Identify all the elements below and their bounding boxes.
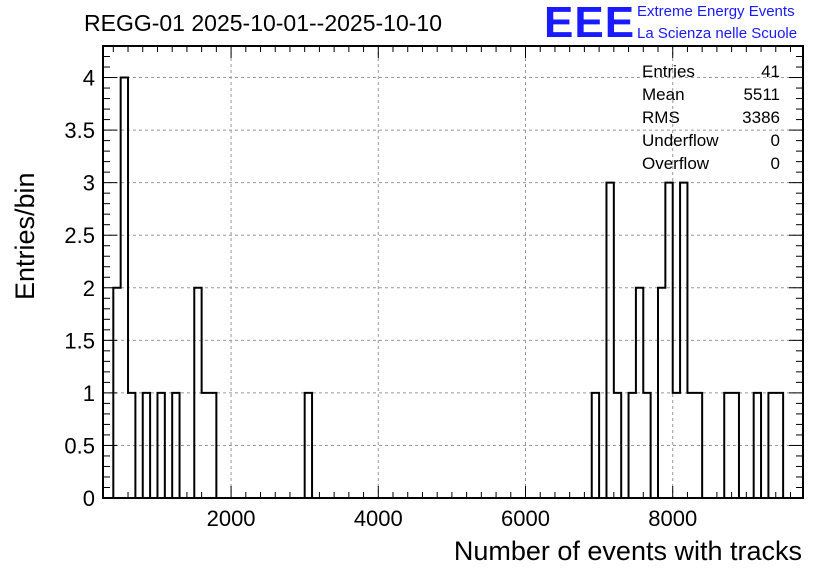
y-tick-label: 3 [83,171,95,196]
stats-row-overflow: Overflow 0 [642,152,780,175]
y-tick-label: 0 [83,486,95,511]
y-tick-label: 3.5 [64,118,95,143]
stats-label: Overflow [642,154,710,173]
histogram-bin [614,393,621,498]
y-tick-label: 0.5 [64,433,95,458]
y-tick-label: 1.5 [64,328,95,353]
stats-row-rms: RMS 3386 [642,106,780,129]
y-axis-label: Entries/bin [10,172,40,300]
histogram-bin [121,78,128,498]
eee-logo-mark: EEE [544,0,636,47]
y-tick-label: 2 [83,276,95,301]
stats-value: 3386 [742,108,780,127]
stats-label: Underflow [642,131,719,150]
histogram-bin [724,393,731,498]
histogram-bin [643,393,650,498]
histogram-bin [128,393,135,498]
histogram-bin [695,393,702,498]
plot-frame [102,45,804,499]
stats-value: 41 [761,62,780,81]
logo-line-1: Extreme Energy Events [637,3,795,20]
stats-label: Mean [642,85,685,104]
stats-box: Entries 41 Mean 5511 RMS 3386 Underflow … [642,60,780,175]
histogram-bin [776,393,783,498]
histogram-bin [636,288,643,498]
stats-value: 0 [770,131,780,150]
histogram-bin [172,393,179,498]
histogram-bin [687,393,694,498]
histogram-bin [209,393,216,498]
chart-title: REGG-01 2025-10-01--2025-10-10 [84,10,442,36]
x-tick-label: 6000 [501,506,550,531]
y-tick-label: 1 [83,381,95,406]
histogram-bin [606,183,613,498]
histogram-bin [202,393,209,498]
histogram-bin [768,393,775,498]
histogram-bin [629,393,636,498]
histogram-bin [305,393,312,498]
histogram-bin [665,183,672,498]
x-tick-label: 8000 [648,506,697,531]
logo-line-2: La Scienza nelle Scuole [637,25,798,42]
y-tick-label: 4 [83,66,95,91]
histogram-bin [592,393,599,498]
histogram-bin [194,288,201,498]
histogram-bin [732,393,739,498]
histogram-bin [673,393,680,498]
stats-label: Entries [642,62,695,81]
histogram-bin [680,183,687,498]
stats-label: RMS [642,108,680,127]
stats-value: 5511 [743,85,780,104]
histogram-bin [157,393,164,498]
stats-value: 0 [770,154,780,173]
histogram-bin [658,288,665,498]
stats-row-underflow: Underflow 0 [642,129,780,152]
x-axis-label: Number of events with tracks [453,536,802,566]
x-tick-label: 4000 [354,506,403,531]
y-tick-label: 2.5 [64,223,95,248]
stats-row-mean: Mean 5511 [642,83,780,106]
histogram-bin [754,393,761,498]
stats-row-entries: Entries 41 [642,60,780,83]
x-tick-label: 2000 [207,506,256,531]
histogram-bin [143,393,150,498]
